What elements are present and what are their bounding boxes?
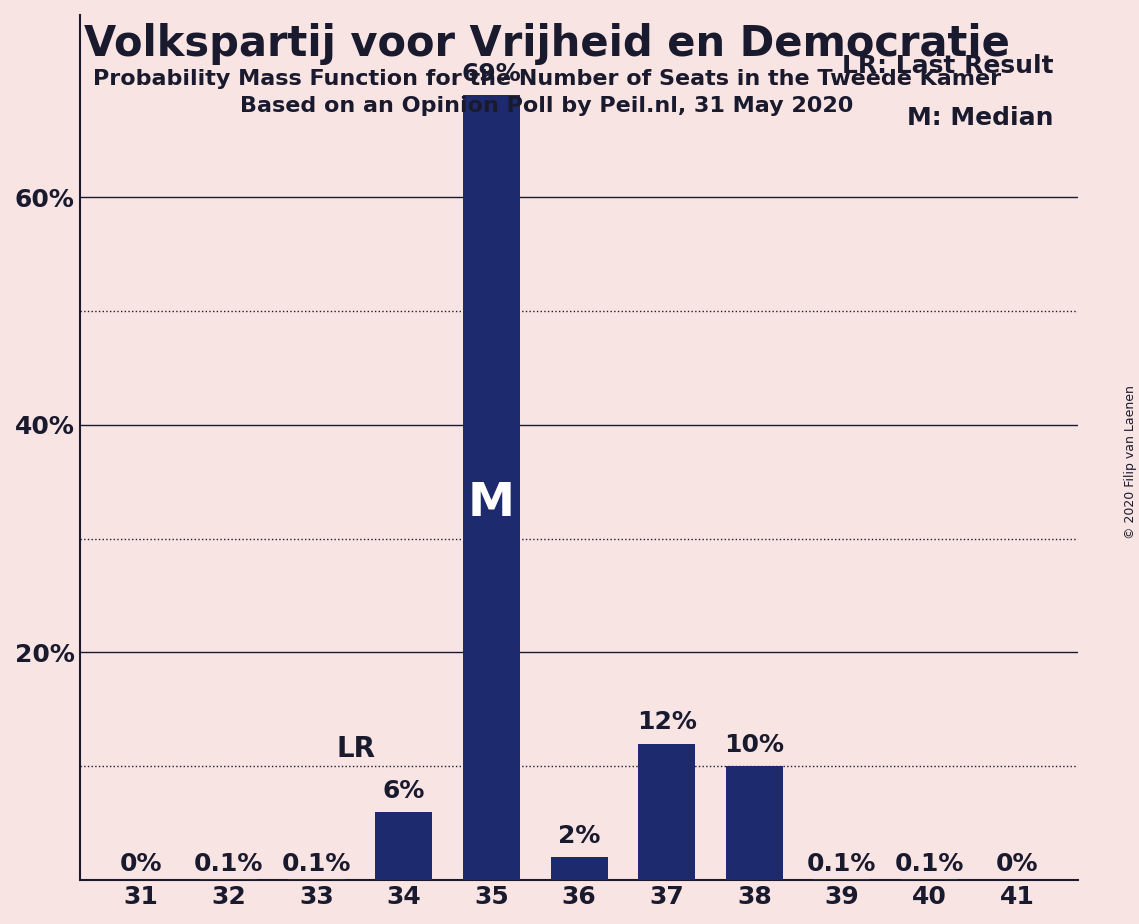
Text: Volkspartij voor Vrijheid en Democratie: Volkspartij voor Vrijheid en Democratie bbox=[84, 23, 1009, 65]
Text: 0.1%: 0.1% bbox=[895, 852, 965, 876]
Text: 6%: 6% bbox=[383, 779, 425, 803]
Text: Probability Mass Function for the Number of Seats in the Tweede Kamer: Probability Mass Function for the Number… bbox=[92, 69, 1001, 90]
Bar bbox=[288, 879, 345, 881]
Text: M: M bbox=[468, 480, 515, 526]
Bar bbox=[901, 879, 958, 881]
Text: 0%: 0% bbox=[995, 852, 1039, 876]
Bar bbox=[638, 744, 695, 881]
Text: 2%: 2% bbox=[558, 824, 600, 848]
Text: 0.1%: 0.1% bbox=[194, 852, 263, 876]
Text: © 2020 Filip van Laenen: © 2020 Filip van Laenen bbox=[1124, 385, 1137, 539]
Bar bbox=[464, 94, 521, 881]
Bar bbox=[550, 857, 607, 881]
Text: 10%: 10% bbox=[724, 734, 785, 757]
Text: M: Median: M: Median bbox=[907, 106, 1054, 130]
Text: 0%: 0% bbox=[120, 852, 163, 876]
Text: 0.1%: 0.1% bbox=[808, 852, 877, 876]
Bar bbox=[376, 812, 433, 881]
Bar bbox=[813, 879, 870, 881]
Text: 69%: 69% bbox=[461, 62, 522, 86]
Bar bbox=[200, 879, 257, 881]
Bar bbox=[726, 766, 782, 881]
Text: LR: Last Result: LR: Last Result bbox=[842, 54, 1054, 78]
Text: 12%: 12% bbox=[637, 711, 697, 735]
Text: Based on an Opinion Poll by Peil.nl, 31 May 2020: Based on an Opinion Poll by Peil.nl, 31 … bbox=[240, 96, 853, 116]
Text: 0.1%: 0.1% bbox=[281, 852, 351, 876]
Text: LR: LR bbox=[336, 735, 375, 763]
